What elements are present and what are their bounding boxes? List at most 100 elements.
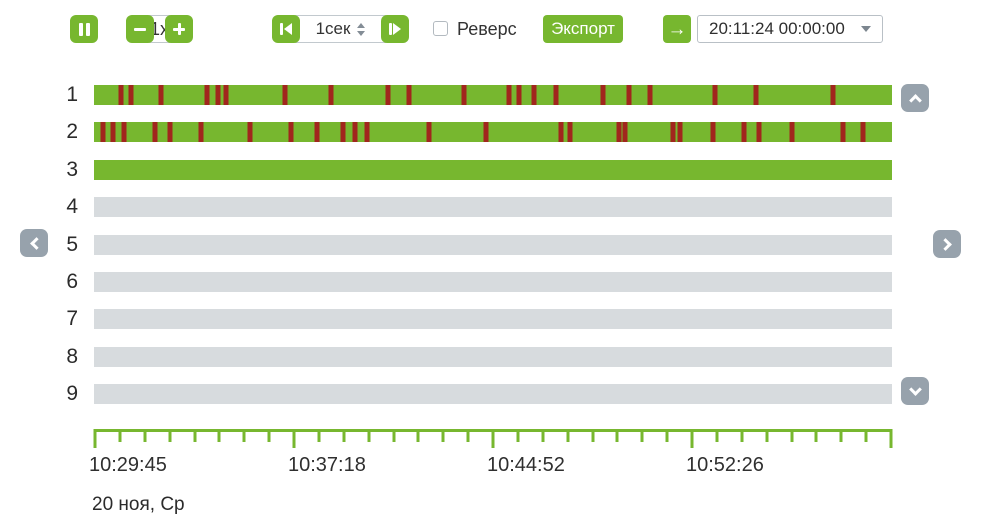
- ruler-minor-tick: [267, 429, 271, 442]
- minus-icon: [134, 27, 146, 31]
- ruler-minor-tick: [217, 429, 221, 442]
- channel-number: 2: [66, 120, 78, 144]
- event-mark: [314, 122, 320, 143]
- ruler-minor-tick: [814, 429, 818, 442]
- ruler-minor-tick: [740, 429, 744, 442]
- channel-bar[interactable]: [94, 346, 892, 367]
- event-mark: [406, 85, 412, 105]
- ruler-minor-tick: [193, 429, 196, 442]
- channel-number: 3: [66, 157, 78, 181]
- scroll-left-button[interactable]: [20, 229, 48, 257]
- channel-bar[interactable]: [94, 309, 892, 330]
- event-mark: [753, 85, 759, 105]
- step-control: 1сек: [272, 15, 409, 43]
- channel-row: 4: [0, 195, 987, 219]
- time-label: 10:29:45: [89, 454, 167, 476]
- channel-bar[interactable]: [94, 197, 892, 218]
- event-mark: [710, 122, 716, 143]
- step-spinner[interactable]: [357, 22, 366, 36]
- ruler-minor-tick: [541, 429, 545, 442]
- event-mark: [128, 85, 134, 105]
- channel-number: 7: [66, 307, 78, 331]
- event-mark: [328, 85, 334, 105]
- channel-number: 8: [66, 344, 78, 368]
- time-label: 10:44:52: [487, 454, 565, 476]
- ruler-major-tick: [93, 429, 97, 448]
- reverse-label: Реверс: [457, 19, 517, 39]
- ruler-minor-tick: [118, 429, 122, 442]
- event-mark: [426, 122, 432, 143]
- ruler-minor-tick: [416, 429, 420, 442]
- ruler-minor-tick: [615, 429, 619, 442]
- event-mark: [158, 85, 164, 105]
- goto-time-button[interactable]: →: [663, 15, 691, 43]
- pause-icon: [78, 22, 90, 36]
- speed-increase-button[interactable]: [165, 15, 194, 43]
- time-label: 10:52:26: [686, 454, 764, 476]
- ruler-minor-tick: [466, 429, 470, 442]
- scroll-up-button[interactable]: [901, 84, 929, 112]
- channel-row: 7: [0, 307, 987, 331]
- event-mark: [840, 122, 846, 143]
- event-mark: [121, 122, 127, 143]
- event-mark: [204, 85, 210, 105]
- export-button[interactable]: Экспорт: [543, 15, 623, 43]
- channel-bar[interactable]: [94, 159, 892, 180]
- step-forward-icon: [389, 23, 401, 35]
- event-mark: [198, 122, 204, 143]
- event-mark: [288, 122, 294, 143]
- channel-number: 4: [66, 195, 78, 219]
- time-ruler: 10:29:45 10:37:18 10:44:52 10:52:26: [89, 429, 893, 485]
- channel-row: 8: [0, 344, 987, 368]
- ruler-minor-tick: [640, 429, 644, 442]
- event-mark: [118, 85, 124, 105]
- reverse-checkbox[interactable]: [433, 21, 448, 36]
- channel-bar[interactable]: [94, 234, 892, 255]
- event-mark: [364, 122, 370, 143]
- speed-control: 1x: [126, 15, 194, 43]
- event-mark: [600, 85, 606, 105]
- pause-button[interactable]: [70, 15, 98, 43]
- event-mark: [756, 122, 762, 143]
- event-mark: [483, 122, 489, 143]
- event-mark: [647, 85, 653, 105]
- ruler-minor-tick: [392, 429, 395, 442]
- step-back-button[interactable]: [272, 15, 300, 43]
- event-mark: [215, 85, 221, 105]
- ruler-minor-tick: [317, 429, 321, 442]
- speed-decrease-button[interactable]: [126, 15, 154, 43]
- channel-bar[interactable]: [94, 85, 892, 105]
- event-mark: [567, 122, 573, 143]
- channel-row: 5: [0, 234, 987, 255]
- step-forward-button[interactable]: [381, 15, 409, 43]
- event-mark: [340, 122, 346, 143]
- event-mark: [712, 85, 718, 105]
- scroll-right-button[interactable]: [933, 230, 961, 258]
- ruler-major-tick: [292, 429, 296, 448]
- channel-bar[interactable]: [94, 271, 892, 292]
- channel-row: 6: [0, 269, 987, 293]
- ruler-minor-tick: [342, 429, 346, 442]
- ruler-major-tick: [690, 429, 694, 448]
- event-mark: [670, 122, 676, 143]
- event-mark: [789, 122, 795, 143]
- event-mark: [553, 85, 559, 105]
- channel-number: 6: [66, 269, 78, 293]
- caret-down-icon: [861, 26, 871, 32]
- event-mark: [385, 85, 391, 105]
- step-value-field[interactable]: 1сек: [295, 15, 386, 43]
- speed-value: 1x: [150, 18, 170, 39]
- channel-number: 9: [66, 382, 78, 406]
- event-mark: [461, 85, 467, 105]
- ruler-minor-tick: [715, 429, 719, 442]
- channel-bar[interactable]: [94, 122, 892, 143]
- ruler-minor-tick: [591, 429, 594, 442]
- event-mark: [506, 85, 512, 105]
- ruler-minor-tick: [367, 429, 371, 442]
- channel-number: 1: [66, 83, 78, 106]
- event-mark: [531, 85, 537, 105]
- event-mark: [830, 85, 836, 105]
- time-select[interactable]: 20:11:24 00:00:00: [697, 15, 883, 43]
- channel-bar[interactable]: [94, 384, 892, 405]
- scroll-down-button[interactable]: [901, 377, 929, 405]
